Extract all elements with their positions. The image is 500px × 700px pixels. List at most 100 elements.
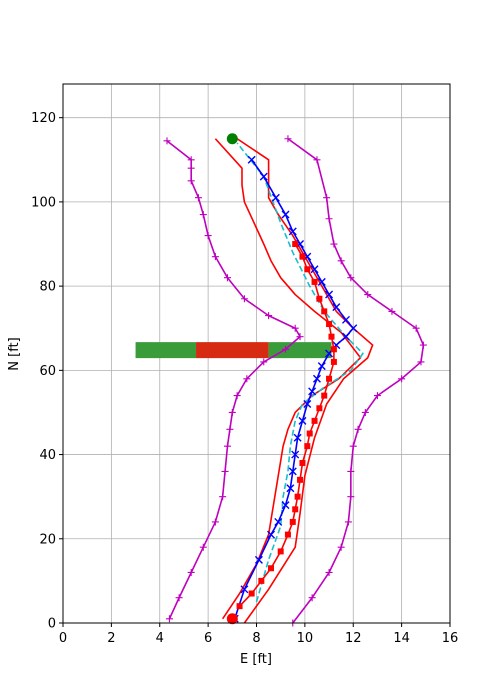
tracked-samples-marker	[268, 565, 275, 572]
outer-right-bound-marker	[337, 257, 345, 265]
tracked-samples-marker	[248, 590, 255, 597]
outer-left-bound-marker	[199, 543, 207, 551]
planned-trajectory-marker	[274, 517, 283, 526]
tracked-samples-marker	[292, 506, 299, 513]
y-tick-label: 80	[39, 280, 56, 295]
tracked-samples-marker	[316, 405, 323, 412]
tracked-samples-series	[236, 241, 337, 610]
tracked-samples-marker	[304, 443, 311, 450]
tracked-samples-marker	[328, 333, 335, 340]
tracked-samples-marker	[284, 531, 291, 538]
y-tick-label: 100	[31, 195, 56, 210]
x-tick-label: 6	[204, 631, 212, 646]
start-point	[226, 613, 238, 625]
tracked-samples-marker	[330, 358, 337, 365]
outer-left-bound-marker	[187, 164, 195, 172]
grid	[62, 84, 451, 624]
tracked-samples-marker	[326, 321, 333, 328]
planned-trajectory-marker	[298, 416, 307, 425]
x-axis-label: E [ft]	[240, 652, 272, 667]
outer-right-bound-marker	[419, 341, 427, 349]
tracked-samples-marker	[330, 346, 337, 353]
obstacle-segment	[196, 342, 269, 359]
outer-right-bound-marker	[325, 215, 333, 223]
outer-right-bound-marker	[412, 324, 420, 332]
outer-left-bound-marker	[223, 442, 231, 450]
outer-right-bound-line	[287, 138, 425, 624]
outer-left-bound-marker	[233, 392, 241, 400]
y-tick-label: 40	[39, 448, 56, 463]
tracked-samples-marker	[326, 375, 333, 382]
obstacle-segment	[268, 342, 332, 359]
outer-left-bound-marker	[187, 568, 195, 576]
obstacle-segment	[135, 342, 197, 359]
outer-left-bound-marker	[194, 194, 202, 202]
tracked-samples-marker	[297, 476, 304, 483]
outer-right-bound-marker	[417, 358, 425, 366]
x-tick-label: 4	[156, 631, 164, 646]
outer-left-bound-marker	[291, 324, 299, 332]
tracked-samples-marker	[311, 278, 318, 285]
outer-right-bound-marker	[323, 194, 331, 202]
outer-right-bound-marker	[325, 568, 333, 576]
outer-left-bound-marker	[296, 333, 304, 341]
tracked-samples-marker	[236, 603, 243, 610]
outer-right-bound-marker	[347, 274, 355, 282]
outer-right-bound-marker	[364, 291, 372, 299]
planned-trajectory-marker	[312, 374, 321, 383]
tracked-samples-marker	[321, 392, 328, 399]
outer-right-bound-marker	[337, 543, 345, 551]
planned-trajectory-marker	[341, 332, 350, 341]
outer-right-bound-series	[284, 135, 427, 627]
tracked-samples-marker	[258, 577, 265, 584]
outer-left-bound-marker	[243, 375, 251, 383]
x-tick-label: 10	[297, 631, 314, 646]
planned-trajectory-marker	[267, 530, 276, 539]
tracked-samples-marker	[304, 266, 311, 273]
planned-trajectory-marker	[271, 193, 280, 202]
tracked-samples-marker	[277, 548, 284, 555]
x-tick-label: 2	[107, 631, 115, 646]
planned-trajectory-marker	[281, 210, 290, 219]
outer-left-bound-marker	[221, 467, 229, 475]
outer-right-bound-marker	[398, 375, 406, 383]
goal-point	[226, 133, 238, 145]
outer-right-bound-marker	[373, 392, 381, 400]
outer-left-bound-marker	[240, 295, 248, 303]
tracked-samples-marker	[316, 295, 323, 302]
outer-left-bound-marker	[211, 518, 219, 526]
planned-trajectory-marker	[341, 315, 350, 324]
x-tick-label: 8	[252, 631, 260, 646]
tracked-samples-marker	[299, 459, 306, 466]
planned-trajectory-marker	[254, 555, 263, 564]
tracked-samples-marker	[299, 253, 306, 260]
outer-left-bound-marker	[265, 312, 273, 320]
planned-trajectory-marker	[293, 433, 302, 442]
outer-right-bound-marker	[347, 467, 355, 475]
outer-right-bound-marker	[330, 240, 338, 248]
planned-trajectory-marker	[288, 227, 297, 236]
outer-left-bound-marker	[163, 137, 171, 145]
outer-left-bound-marker	[199, 211, 207, 219]
planned-trajectory-marker	[308, 387, 317, 396]
outer-right-bound-marker	[344, 518, 352, 526]
outer-left-bound-marker	[211, 253, 219, 261]
outer-left-bound-marker	[260, 358, 268, 366]
obstacle-bar	[135, 342, 332, 359]
planned-trajectory-marker	[291, 450, 300, 459]
y-tick-label: 0	[48, 617, 56, 632]
x-axis-ticks: 0 2 4 6 8 10 12 14 16	[59, 623, 458, 646]
tracked-samples-marker	[289, 518, 296, 525]
tracked-samples-marker	[321, 308, 328, 315]
planned-trajectory-marker	[288, 467, 297, 476]
outer-right-bound-marker	[354, 425, 362, 433]
outer-left-bound-marker	[226, 425, 234, 433]
outer-left-bound-marker	[228, 408, 236, 416]
tracked-samples-marker	[311, 417, 318, 424]
y-axis-label: N [ft]	[7, 337, 22, 370]
outer-right-bound-marker	[308, 594, 316, 602]
x-tick-label: 0	[59, 631, 67, 646]
tracked-samples-marker	[306, 430, 313, 437]
series-layer	[163, 135, 427, 627]
